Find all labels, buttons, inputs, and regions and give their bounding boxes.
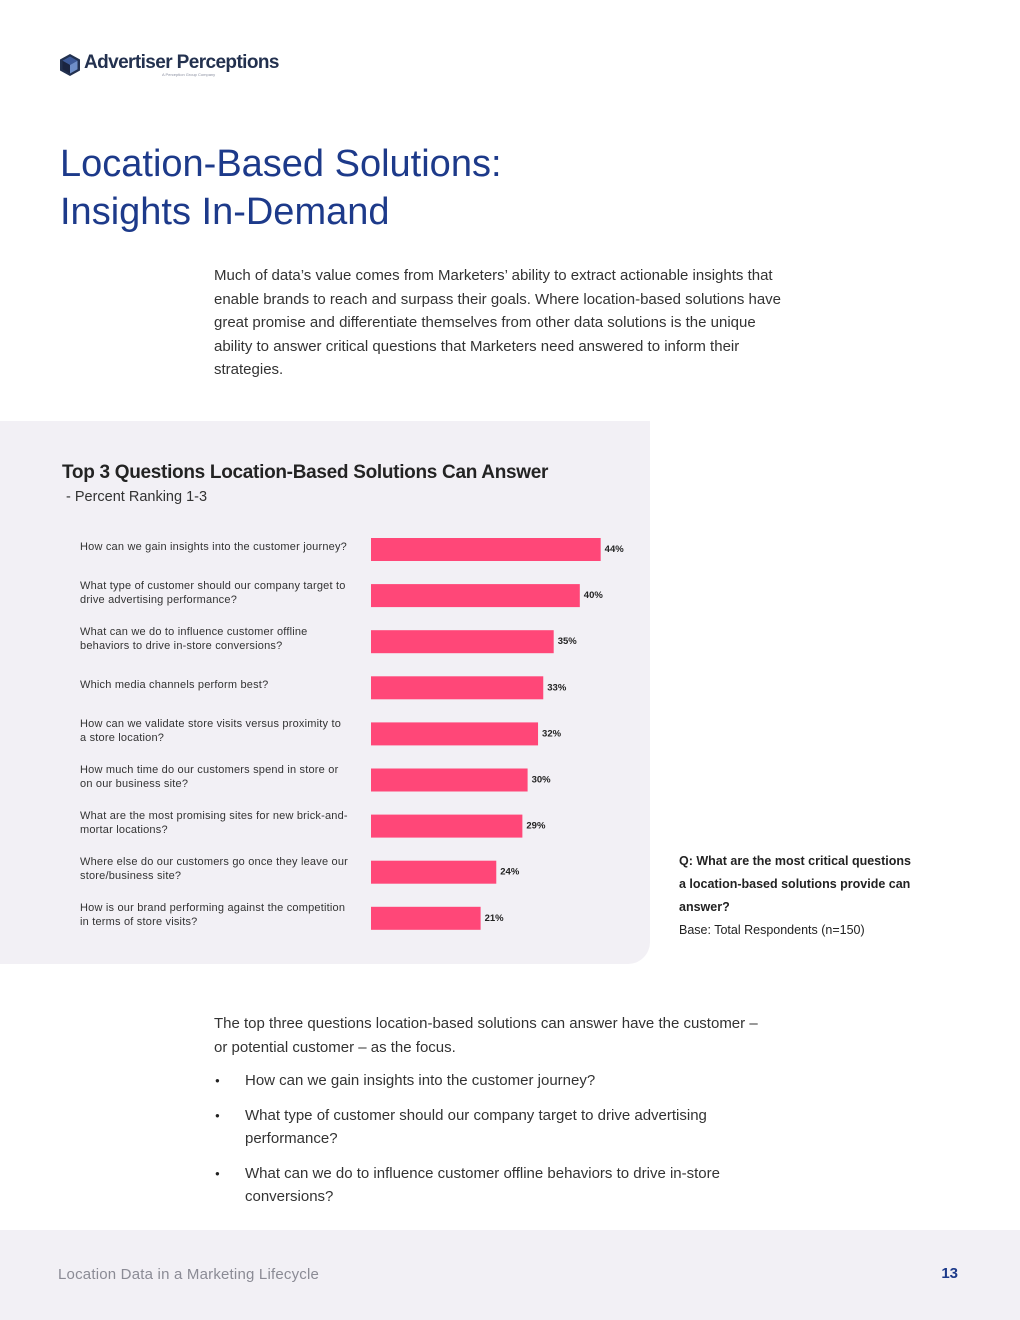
summary-paragraph: The top three questions location-based s… <box>214 1015 758 1056</box>
chart-note: Q: What are the most critical questions … <box>679 850 919 941</box>
bar-value-label: 44% <box>605 544 625 555</box>
category-label: How can we gain insights into the custom… <box>80 540 348 553</box>
bullet-item: What can we do to influence customer off… <box>214 1162 774 1209</box>
bar <box>371 860 497 884</box>
page-title-line-1: Location-Based Solutions: <box>60 143 502 185</box>
chart-title: Top 3 Questions Location-Based Solutions… <box>62 462 549 483</box>
bar-value-label: 21% <box>485 913 505 924</box>
bar <box>371 906 481 930</box>
bar <box>371 630 554 654</box>
chart-subtitle: - Percent Ranking 1-3 <box>66 489 208 505</box>
page-number: 13 <box>941 1265 958 1282</box>
category-label: What type of customer should our company… <box>80 579 346 606</box>
footer-title: Location Data in a Marketing Lifecycle <box>58 1266 320 1283</box>
bullet-item: How can we gain insights into the custom… <box>214 1069 774 1093</box>
bar <box>371 768 528 792</box>
page-title-line-2: Insights In-Demand <box>60 191 390 233</box>
category-label: How can we validate store visits versus … <box>80 717 342 744</box>
bar <box>371 584 580 608</box>
bar-value-label: 30% <box>532 775 552 786</box>
category-label: What can we do to influence customer off… <box>80 625 308 652</box>
bar-value-label: 24% <box>500 867 520 878</box>
bar <box>371 722 539 746</box>
bar-value-label: 35% <box>558 636 578 647</box>
footer-band <box>0 1230 1020 1320</box>
bar-value-label: 32% <box>542 728 562 739</box>
bar <box>371 676 544 700</box>
category-label: How much time do our customers spend in … <box>80 764 339 790</box>
brand-name: Advertiser Perceptions <box>84 52 279 73</box>
bar <box>371 814 523 838</box>
bar-value-label: 29% <box>526 821 546 832</box>
survey-base: Base: Total Respondents (n=150) <box>679 923 865 937</box>
bullet-list: How can we gain insights into the custom… <box>214 1069 774 1220</box>
bar <box>371 538 601 561</box>
category-label: What are the most promising sites for ne… <box>80 810 348 837</box>
bar-value-label: 40% <box>584 590 604 601</box>
category-label: How is our brand performing against the … <box>80 902 346 929</box>
bar-value-label: 33% <box>547 682 567 693</box>
survey-question: Q: What are the most critical questions … <box>679 854 911 914</box>
bullet-item: What type of customer should our company… <box>214 1104 774 1151</box>
hexagon-cube-icon <box>60 54 80 76</box>
category-label: Where else do our customers go once they… <box>80 856 349 883</box>
category-label: Which media channels perform best? <box>80 678 269 691</box>
page-title: Location-Based Solutions: Insights In-De… <box>60 140 502 236</box>
intro-paragraph: Much of data’s value comes from Marketer… <box>214 267 782 378</box>
brand-subtitle: A Perception Group Company <box>162 72 216 77</box>
brand-logo: Advertiser Perceptions A Perception Grou… <box>60 53 279 77</box>
